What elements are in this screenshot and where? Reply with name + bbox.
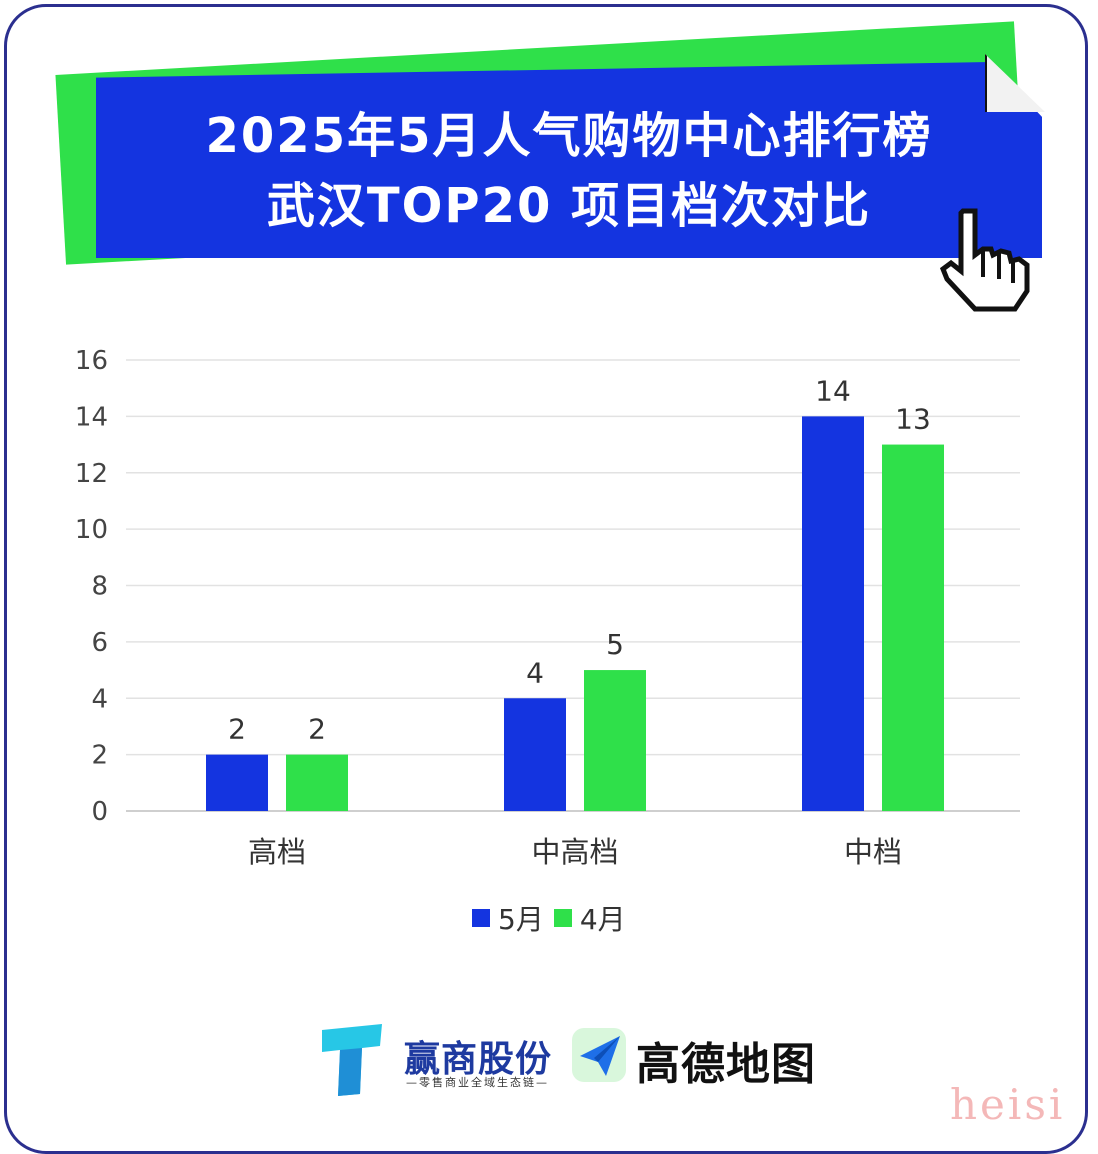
bar bbox=[286, 754, 348, 811]
chart-legend: 5月 4月 bbox=[472, 900, 626, 936]
y-tick-label: 2 bbox=[91, 741, 108, 771]
y-tick-label: 14 bbox=[75, 402, 108, 432]
data-label: 4 bbox=[526, 656, 544, 689]
x-tick-label: 中高档 bbox=[531, 835, 618, 869]
y-tick-label: 12 bbox=[75, 459, 108, 489]
bar bbox=[802, 416, 864, 811]
legend-label-april: 4月 bbox=[579, 903, 626, 936]
data-label: 2 bbox=[308, 713, 326, 746]
y-tick-label: 10 bbox=[75, 515, 108, 545]
watermark: heisi bbox=[950, 1080, 1066, 1129]
chart-title-line-1: 2025年5月人气购物中心排行榜 bbox=[205, 108, 933, 164]
brand-yingshang-tagline: —零售商业全域生态链— bbox=[406, 1076, 549, 1089]
data-label: 5 bbox=[606, 628, 624, 661]
data-label: 2 bbox=[228, 713, 246, 746]
bar bbox=[584, 670, 646, 811]
legend-label-may: 5月 bbox=[498, 903, 544, 936]
brand-yingshang: 赢商股份 bbox=[404, 1039, 553, 1080]
brand-amap: 高德地图 bbox=[636, 1039, 816, 1090]
x-tick-label: 中档 bbox=[844, 835, 902, 869]
hand-pointer-cursor-icon bbox=[939, 208, 1030, 312]
yingshang-t-logo-icon bbox=[322, 1024, 382, 1096]
legend-swatch-april bbox=[553, 909, 572, 927]
y-tick-label: 0 bbox=[91, 797, 108, 827]
y-tick-label: 16 bbox=[75, 346, 108, 376]
bar bbox=[504, 698, 566, 811]
amap-paper-plane-icon bbox=[572, 1028, 626, 1082]
y-tick-label: 8 bbox=[91, 572, 108, 602]
chart-title-line-2: 武汉TOP20 项目档次对比 bbox=[266, 178, 872, 234]
y-tick-label: 6 bbox=[91, 628, 108, 658]
data-label: 14 bbox=[815, 374, 851, 407]
bar bbox=[882, 444, 944, 811]
y-tick-label: 4 bbox=[91, 684, 108, 714]
legend-item-may: 5月 bbox=[472, 898, 544, 938]
bar bbox=[206, 754, 268, 811]
legend-item-april: 4月 bbox=[553, 898, 626, 938]
x-tick-label: 高档 bbox=[248, 835, 306, 869]
title-banner bbox=[96, 62, 1042, 258]
footer-logos: 赢商股份 —零售商业全域生态链— 高德地图 bbox=[318, 1012, 818, 1097]
legend-swatch-may bbox=[472, 909, 490, 927]
data-label: 13 bbox=[895, 403, 931, 436]
